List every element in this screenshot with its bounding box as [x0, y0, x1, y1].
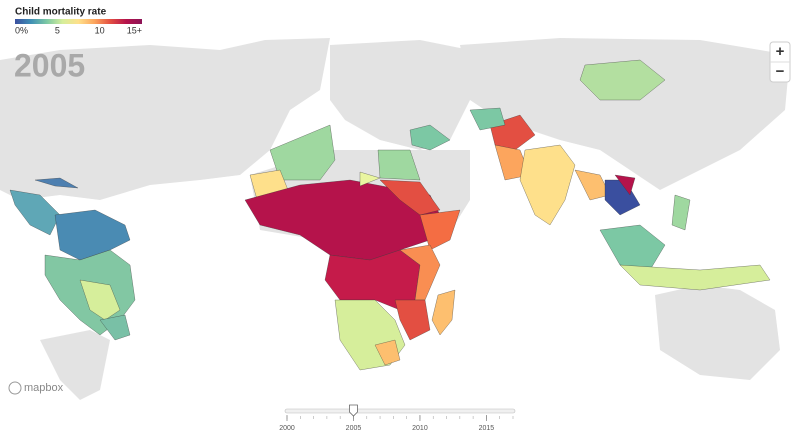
legend-tick-label: 15+	[127, 25, 142, 35]
slider-tick-label: 2010	[412, 425, 428, 432]
legend-color-ramp	[15, 19, 142, 24]
time-slider: 2000 2005 2010 2015	[279, 404, 516, 432]
zoom-in-button[interactable]: +	[776, 43, 785, 60]
slider-handle[interactable]	[349, 404, 358, 417]
legend-title: Child mortality rate	[15, 7, 107, 18]
legend-ticks: 0% 5 10 15+	[15, 25, 142, 35]
slider-tick-label: 2015	[479, 425, 495, 432]
slider-track[interactable]	[284, 408, 516, 414]
legend-tick-label: 10	[95, 25, 105, 35]
choropleth-regions	[9, 59, 771, 371]
zoom-controls: + −	[769, 41, 791, 83]
year-display: 2005	[14, 47, 85, 83]
attribution: mapbox	[8, 381, 64, 395]
zoom-out-button[interactable]: −	[776, 63, 785, 80]
legend-tick-label: 5	[55, 25, 60, 35]
legend-tick-label: 0%	[15, 25, 28, 35]
mapbox-logo	[8, 381, 22, 395]
slider-tick-label: 2000	[279, 425, 295, 432]
slider-tick-label: 2005	[346, 425, 362, 432]
attribution-text: mapbox	[24, 382, 64, 394]
